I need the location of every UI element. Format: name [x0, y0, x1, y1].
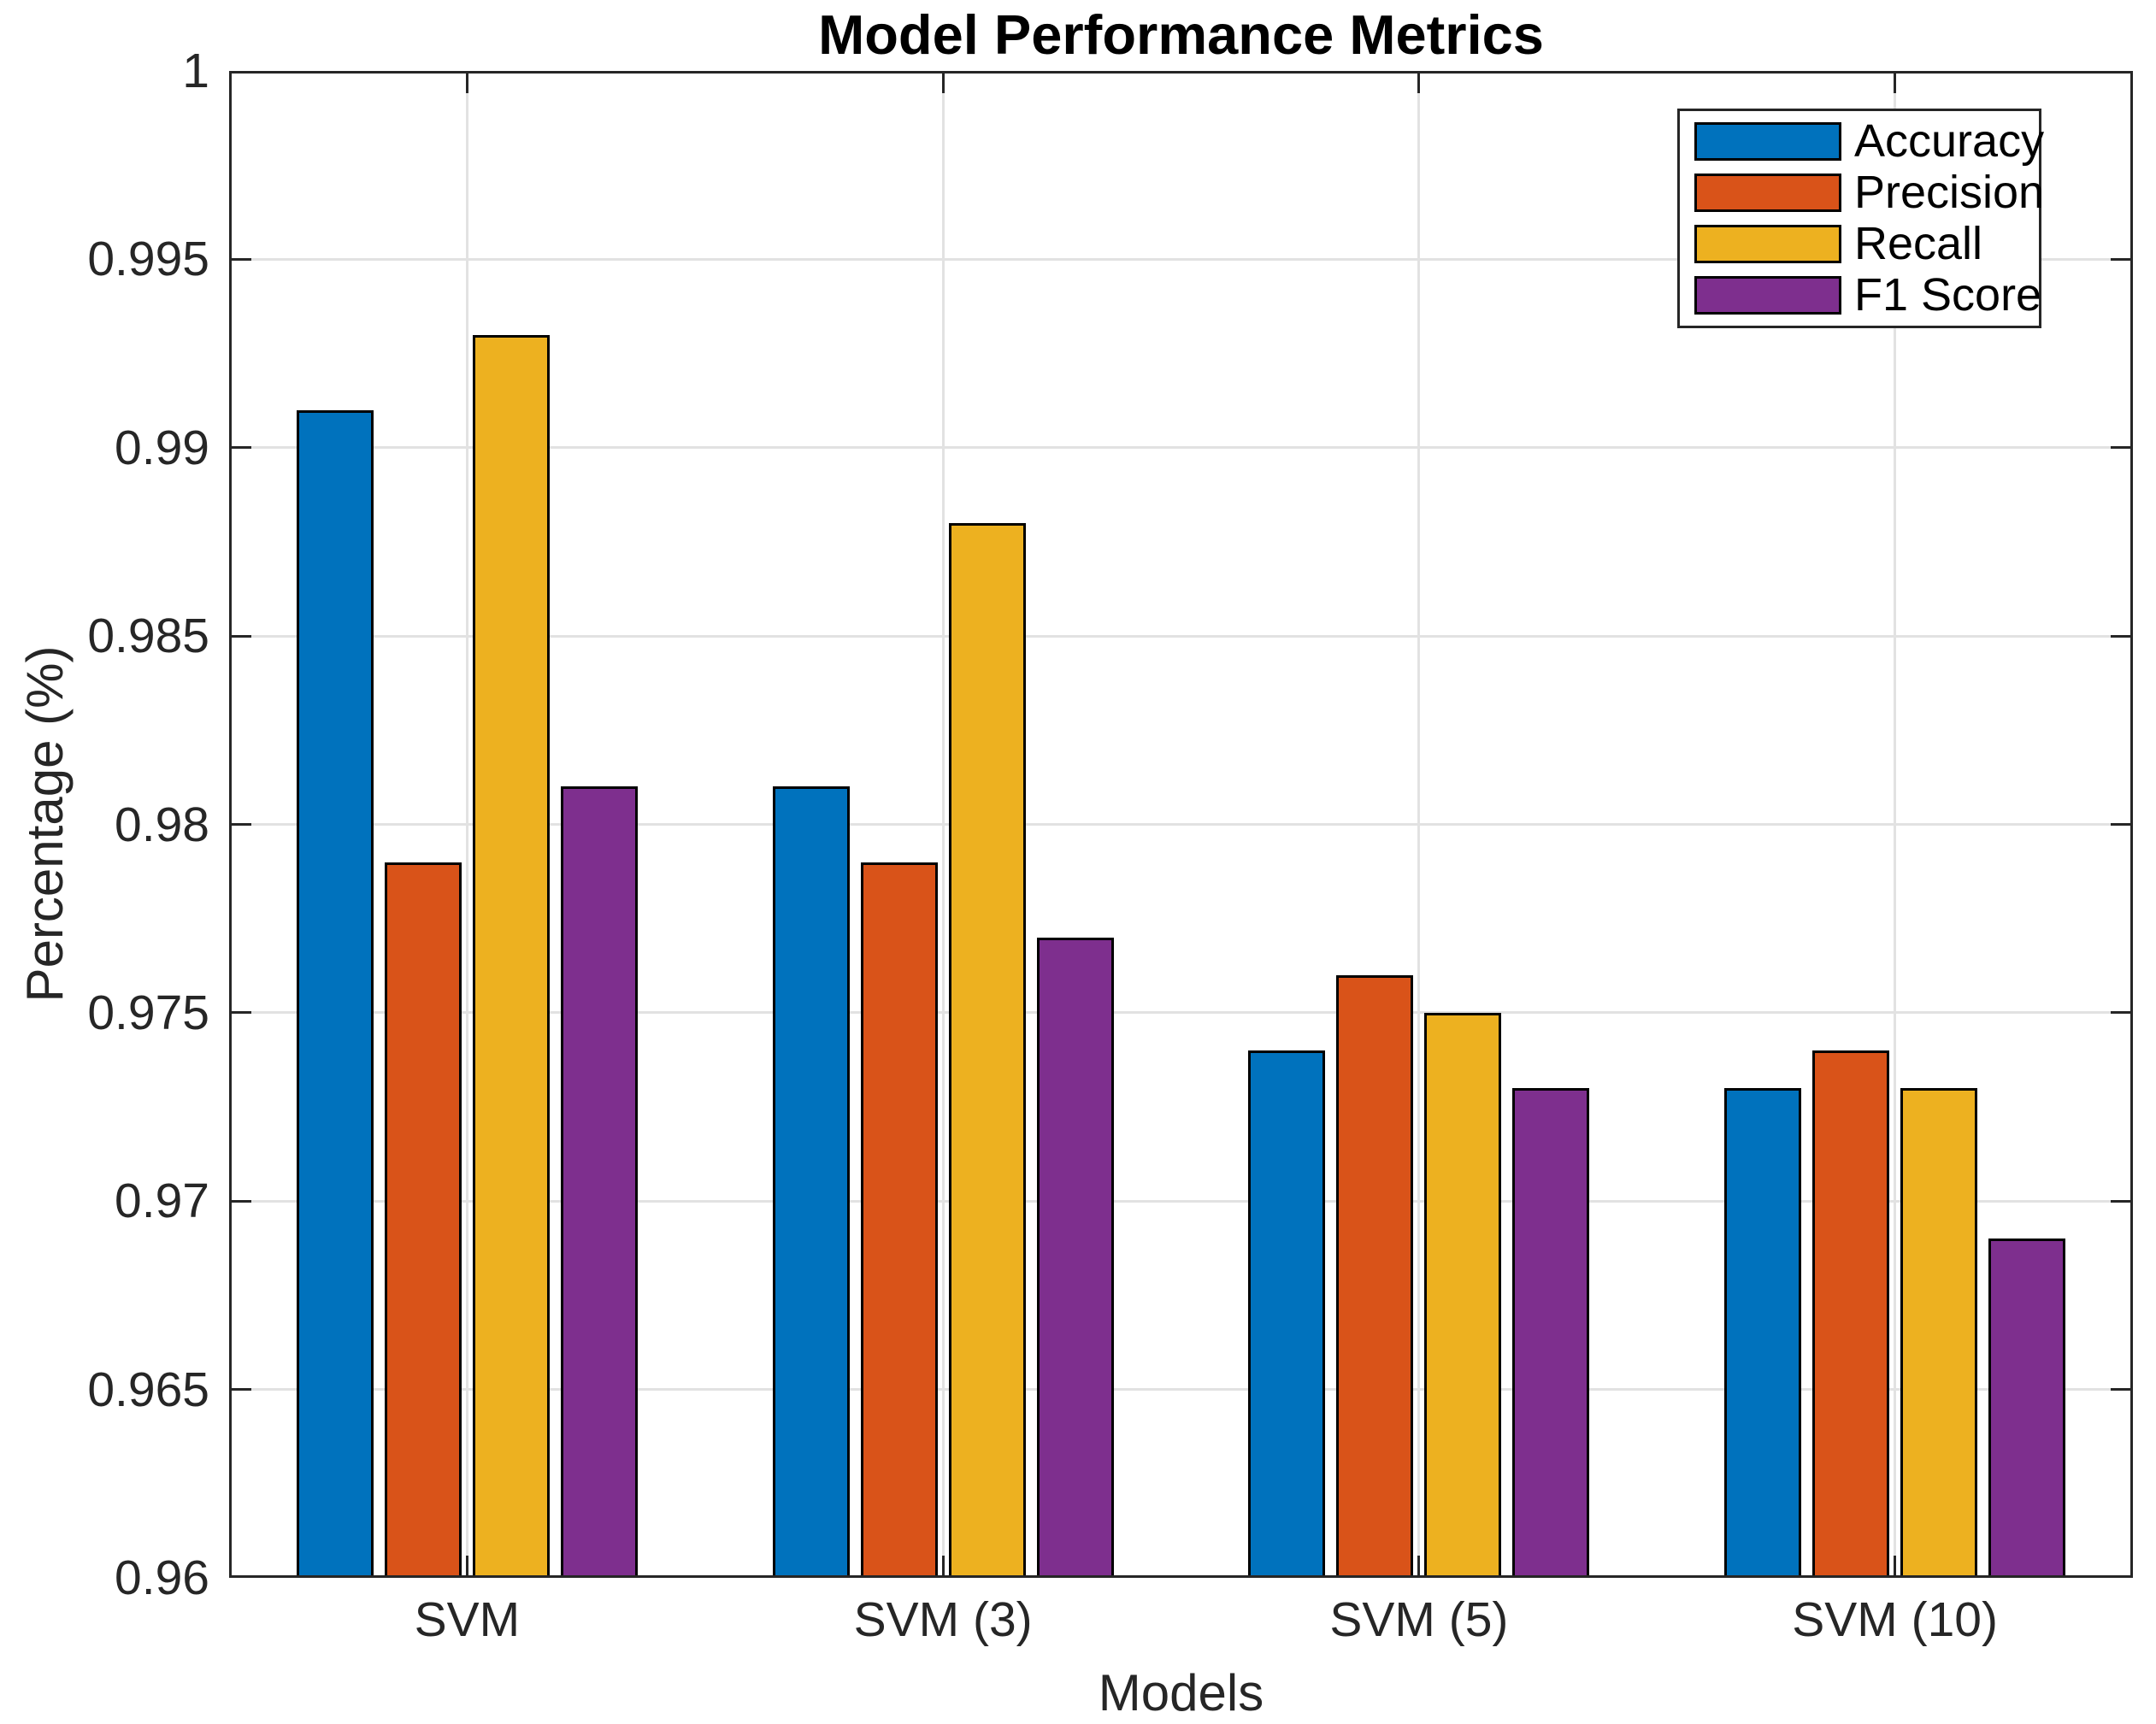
bar-f1-score — [1512, 1088, 1590, 1578]
bar-recall — [1900, 1088, 1978, 1578]
y-tick-mark — [2111, 634, 2133, 638]
bar-accuracy — [1248, 1050, 1326, 1578]
x-tick-mark — [465, 71, 468, 93]
x-tick-label: SVM (3) — [853, 1592, 1033, 1647]
legend-label: F1 Score — [1854, 269, 2042, 321]
bar-accuracy — [296, 409, 374, 1578]
bar-f1-score — [1036, 937, 1114, 1578]
plot-area — [229, 71, 2133, 1578]
chart-title: Model Performance Metrics — [818, 3, 1544, 66]
y-tick-label: 0.97 — [115, 1174, 209, 1229]
legend-label: Accuracy — [1854, 115, 2045, 167]
y-tick-mark — [229, 1199, 251, 1203]
legend-row: Recall — [1680, 218, 2039, 269]
bar-precision — [1812, 1050, 1890, 1578]
legend-swatch-f1-score — [1694, 275, 1841, 315]
x-gridline — [465, 71, 468, 1578]
x-tick-mark — [1894, 1556, 1897, 1578]
legend-label: Precision — [1854, 167, 2045, 218]
y-tick-mark — [2111, 257, 2133, 261]
x-tick-label: SVM (5) — [1329, 1592, 1509, 1647]
x-tick-label: SVM (10) — [1792, 1592, 1998, 1647]
y-tick-mark — [229, 257, 251, 261]
legend-swatch-precision — [1694, 173, 1841, 212]
x-tick-mark — [941, 71, 945, 93]
y-gridline — [229, 1011, 2133, 1015]
x-axis-label: Models — [1098, 1664, 1264, 1721]
y-gridline — [229, 1388, 2133, 1392]
bar-precision — [384, 862, 462, 1578]
legend-row: Accuracy — [1680, 115, 2044, 167]
y-tick-label: 0.98 — [115, 797, 209, 852]
bar-recall — [1424, 1012, 1502, 1578]
y-tick-label: 0.985 — [87, 609, 209, 664]
y-tick-mark — [2111, 1388, 2133, 1392]
x-tick-label: SVM — [414, 1592, 521, 1647]
x-tick-mark — [1894, 71, 1897, 93]
legend-row: Precision — [1680, 167, 2044, 218]
y-gridline — [229, 1199, 2133, 1203]
y-tick-mark — [2111, 1011, 2133, 1015]
y-tick-label: 0.99 — [115, 420, 209, 475]
x-gridline — [1417, 71, 1421, 1578]
x-tick-mark — [1417, 1556, 1421, 1578]
x-tick-mark — [1417, 71, 1421, 93]
y-tick-mark — [2111, 446, 2133, 450]
bar-f1-score — [1988, 1239, 2066, 1578]
y-gridline — [229, 257, 2133, 261]
x-tick-mark — [941, 1556, 945, 1578]
y-tick-label: 0.995 — [87, 232, 209, 287]
bar-f1-score — [560, 786, 638, 1578]
y-gridline — [229, 823, 2133, 826]
y-tick-mark — [229, 634, 251, 638]
bar-accuracy — [1724, 1088, 1802, 1578]
y-tick-mark — [229, 823, 251, 826]
bar-precision — [1336, 974, 1414, 1578]
y-tick-label: 0.96 — [115, 1550, 209, 1605]
bar-recall — [472, 334, 550, 1578]
legend-label: Recall — [1854, 218, 1983, 269]
y-tick-mark — [2111, 1199, 2133, 1203]
y-tick-label: 0.965 — [87, 1362, 209, 1417]
bar-recall — [948, 522, 1026, 1578]
x-tick-mark — [465, 1556, 468, 1578]
legend-row: F1 Score — [1680, 269, 2042, 321]
y-tick-mark — [2111, 823, 2133, 826]
bar-precision — [860, 862, 938, 1578]
y-tick-label: 0.975 — [87, 985, 209, 1040]
y-tick-mark — [229, 1388, 251, 1392]
y-tick-mark — [229, 446, 251, 450]
y-gridline — [229, 446, 2133, 450]
legend-swatch-recall — [1694, 224, 1841, 263]
legend-swatch-accuracy — [1694, 121, 1841, 161]
x-gridline — [1894, 71, 1897, 1578]
legend: Accuracy Precision Recall F1 Score — [1677, 109, 2044, 328]
bar-accuracy — [772, 786, 850, 1578]
y-gridline — [229, 634, 2133, 638]
y-tick-label: 1 — [182, 44, 209, 98]
x-gridline — [941, 71, 945, 1578]
y-tick-mark — [229, 1011, 251, 1015]
